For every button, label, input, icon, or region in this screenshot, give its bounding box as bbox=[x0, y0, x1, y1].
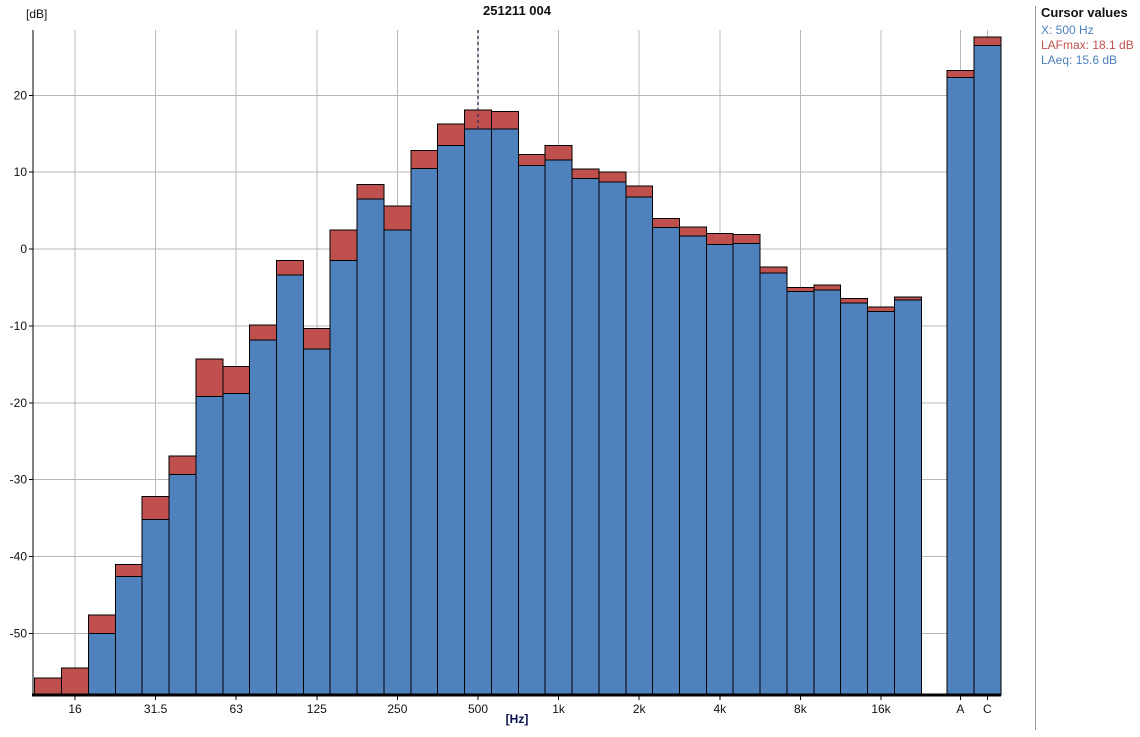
laeq-bar-63[interactable] bbox=[222, 393, 251, 696]
y-tick-label: 20 bbox=[14, 88, 28, 102]
lafmax-bar-12.5k[interactable] bbox=[840, 297, 869, 304]
lafmax-bar-12.5[interactable] bbox=[34, 677, 63, 696]
lafmax-bar-2k[interactable] bbox=[625, 185, 654, 198]
y-axis-unit-label: [dB] bbox=[26, 7, 48, 21]
x-tick-label: A bbox=[956, 702, 964, 716]
cursor-values-panel: Cursor values X: 500 Hz LAFmax: 18.1 dB … bbox=[1041, 5, 1139, 68]
x-tick-label: 16k bbox=[871, 702, 891, 716]
x-tick-label: C bbox=[983, 702, 992, 716]
laeq-bar-20[interactable] bbox=[87, 632, 116, 696]
lafmax-bar-3.15k[interactable] bbox=[679, 226, 707, 237]
x-tick-label: 16 bbox=[68, 702, 82, 716]
laeq-bar-50[interactable] bbox=[195, 396, 224, 696]
x-tick-label: 31.5 bbox=[144, 702, 168, 716]
laeq-bar-160[interactable] bbox=[329, 260, 358, 696]
laeq-bar-80[interactable] bbox=[249, 339, 277, 696]
y-tick-label: -30 bbox=[10, 473, 28, 487]
cursor-x-value: X: 500 Hz bbox=[1041, 23, 1094, 37]
lafmax-bar-6.3k[interactable] bbox=[759, 266, 788, 274]
lafmax-bar-630[interactable] bbox=[490, 110, 519, 130]
lafmax-bar-40[interactable] bbox=[168, 455, 197, 475]
laeq-bar-630[interactable] bbox=[490, 128, 519, 696]
laeq-bar-1.25k[interactable] bbox=[571, 177, 600, 696]
lafmax-bar-5k[interactable] bbox=[732, 233, 761, 245]
lafmax-bar-10k[interactable] bbox=[813, 284, 842, 291]
cursor-lafmax-value: LAFmax: 18.1 dB bbox=[1041, 38, 1134, 52]
laeq-bar-A[interactable] bbox=[946, 77, 975, 696]
y-tick-label: -40 bbox=[10, 550, 28, 564]
laeq-bar-5k[interactable] bbox=[732, 243, 761, 696]
lafmax-bar-8k[interactable] bbox=[786, 287, 815, 292]
lafmax-bar-2.5k[interactable] bbox=[652, 217, 681, 229]
laeq-bar-C[interactable] bbox=[973, 44, 1002, 696]
lafmax-bar-4k[interactable] bbox=[705, 233, 734, 245]
lafmax-bar-800[interactable] bbox=[517, 154, 546, 166]
lafmax-bar-16[interactable] bbox=[61, 667, 89, 696]
lafmax-bar-25[interactable] bbox=[114, 563, 143, 578]
x-tick-label: 250 bbox=[387, 702, 407, 716]
y-tick-label: 10 bbox=[14, 165, 28, 179]
laeq-bar-315[interactable] bbox=[410, 167, 439, 696]
x-tick-label: 63 bbox=[230, 702, 244, 716]
laeq-bar-31.5[interactable] bbox=[141, 519, 170, 696]
laeq-bar-500[interactable] bbox=[464, 128, 492, 696]
laeq-bar-250[interactable] bbox=[383, 229, 412, 696]
cursor-panel-heading: Cursor values bbox=[1041, 5, 1128, 20]
lafmax-bar-C[interactable] bbox=[973, 36, 1002, 46]
laeq-bar-10k[interactable] bbox=[813, 289, 842, 696]
x-tick-label: 125 bbox=[307, 702, 327, 716]
laeq-bar-6.3k[interactable] bbox=[759, 272, 788, 696]
cursor-laeq-value: LAeq: 15.6 dB bbox=[1041, 53, 1118, 67]
lafmax-bar-250[interactable] bbox=[383, 205, 412, 231]
laeq-bar-12.5k[interactable] bbox=[840, 302, 869, 696]
laeq-bar-20k[interactable] bbox=[893, 299, 922, 696]
laeq-bar-125[interactable] bbox=[302, 348, 331, 696]
laeq-bar-16k[interactable] bbox=[867, 310, 895, 696]
laeq-bar-1k[interactable] bbox=[544, 159, 573, 696]
laeq-bar-3.15k[interactable] bbox=[679, 235, 707, 696]
lafmax-bar-80[interactable] bbox=[249, 324, 277, 341]
laeq-bar-2k[interactable] bbox=[625, 196, 654, 696]
y-tick-label: -20 bbox=[10, 396, 28, 410]
lafmax-bar-A[interactable] bbox=[946, 70, 975, 79]
lafmax-bar-125[interactable] bbox=[302, 327, 331, 350]
x-tick-label: 8k bbox=[794, 702, 808, 716]
lafmax-bar-400[interactable] bbox=[437, 123, 466, 146]
lafmax-bar-100[interactable] bbox=[276, 260, 304, 276]
x-tick-label: 4k bbox=[713, 702, 727, 716]
lafmax-bar-16k[interactable] bbox=[867, 306, 895, 312]
chart-title: 251211 004 bbox=[483, 3, 551, 18]
lafmax-bar-20[interactable] bbox=[87, 614, 116, 634]
laeq-bar-25[interactable] bbox=[114, 576, 143, 696]
laeq-bar-2.5k[interactable] bbox=[652, 227, 681, 696]
lafmax-bar-31.5[interactable] bbox=[141, 496, 170, 521]
x-tick-label: 1k bbox=[552, 702, 566, 716]
spectrum-plot[interactable]: 20 10 0 -10 -20 -30 -40 -50 16 31.5 63 125 250 500 1k 2… bbox=[0, 0, 1035, 737]
lafmax-bar-1k[interactable] bbox=[544, 144, 573, 161]
lafmax-bar-315[interactable] bbox=[410, 150, 439, 169]
lafmax-bar-1.6k[interactable] bbox=[598, 171, 627, 183]
laeq-bar-800[interactable] bbox=[517, 164, 546, 696]
panel-separator bbox=[1035, 6, 1036, 730]
lafmax-bar-200[interactable] bbox=[356, 184, 385, 200]
y-tick-label: 0 bbox=[20, 242, 27, 256]
laeq-bar-200[interactable] bbox=[356, 198, 385, 696]
x-axis-unit-label: [Hz] bbox=[505, 712, 529, 726]
lafmax-bar-1.25k[interactable] bbox=[571, 168, 600, 179]
laeq-bar-4k[interactable] bbox=[705, 243, 734, 696]
y-tick-label: -10 bbox=[10, 319, 28, 333]
lafmax-bar-160[interactable] bbox=[329, 229, 358, 262]
lafmax-bar-63[interactable] bbox=[222, 366, 251, 395]
x-tick-label: 2k bbox=[633, 702, 647, 716]
laeq-bar-40[interactable] bbox=[168, 473, 197, 696]
lafmax-bar-50[interactable] bbox=[195, 358, 224, 398]
laeq-bar-1.6k[interactable] bbox=[598, 181, 627, 696]
laeq-bar-100[interactable] bbox=[276, 274, 304, 696]
y-tick-label: -50 bbox=[10, 626, 28, 640]
laeq-bar-400[interactable] bbox=[437, 144, 466, 696]
x-tick-label: 500 bbox=[468, 702, 488, 716]
laeq-bar-8k[interactable] bbox=[786, 290, 815, 696]
